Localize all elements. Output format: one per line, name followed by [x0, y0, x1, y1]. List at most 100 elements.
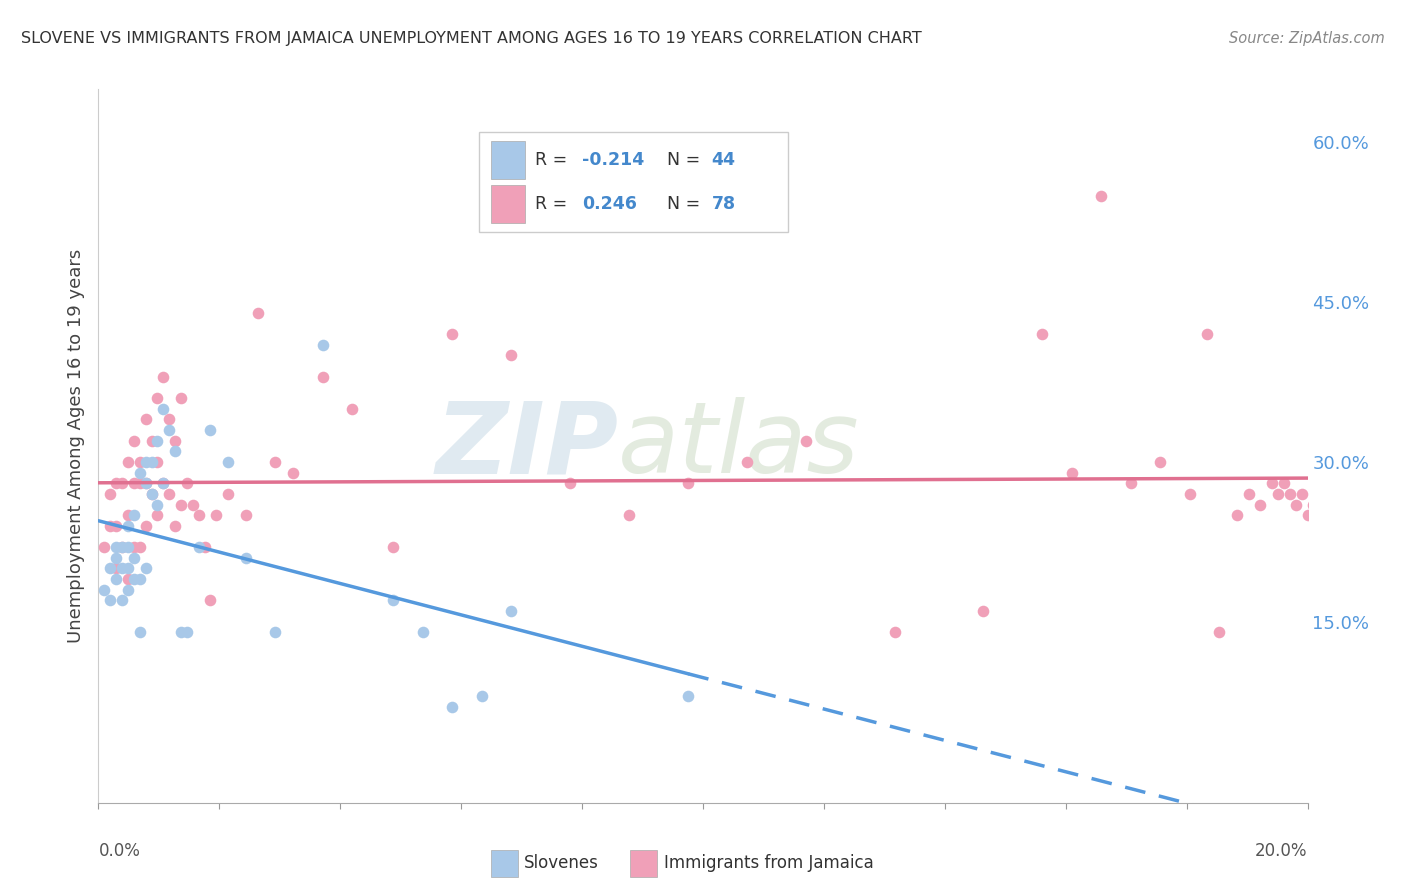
Point	[135, 412, 157, 426]
Point	[122, 550, 145, 565]
Point	[122, 508, 145, 523]
Point	[128, 540, 150, 554]
Point	[117, 519, 139, 533]
Point	[235, 550, 257, 565]
Point	[1291, 487, 1313, 501]
Text: R =: R =	[534, 151, 572, 169]
Y-axis label: Unemployment Among Ages 16 to 19 years: Unemployment Among Ages 16 to 19 years	[66, 249, 84, 643]
Point	[165, 519, 187, 533]
Point	[135, 476, 157, 491]
Point	[1320, 498, 1343, 512]
Point	[146, 434, 169, 448]
Point	[1226, 508, 1249, 523]
Point	[122, 434, 145, 448]
Point	[128, 625, 150, 640]
Point	[1308, 476, 1330, 491]
Point	[141, 455, 163, 469]
Point	[678, 690, 700, 704]
Point	[246, 306, 269, 320]
Point	[128, 466, 150, 480]
FancyBboxPatch shape	[492, 850, 517, 877]
Point	[1031, 327, 1053, 342]
Point	[187, 508, 209, 523]
Point	[117, 582, 139, 597]
Point	[1237, 487, 1260, 501]
Point	[412, 625, 434, 640]
Point	[128, 476, 150, 491]
Point	[1149, 455, 1171, 469]
Point	[111, 540, 134, 554]
Text: Immigrants from Jamaica: Immigrants from Jamaica	[664, 855, 875, 872]
Point	[165, 434, 187, 448]
Point	[117, 455, 139, 469]
Point	[1278, 487, 1301, 501]
Point	[152, 476, 174, 491]
Text: Slovenes: Slovenes	[524, 855, 599, 872]
Point	[883, 625, 905, 640]
Point	[117, 561, 139, 575]
Point	[146, 508, 169, 523]
Point	[152, 476, 174, 491]
Point	[105, 540, 128, 554]
Point	[141, 434, 163, 448]
Point	[181, 498, 204, 512]
Point	[111, 561, 134, 575]
FancyBboxPatch shape	[492, 141, 526, 179]
Point	[105, 550, 128, 565]
Point	[311, 338, 333, 352]
Point	[264, 625, 287, 640]
FancyBboxPatch shape	[492, 185, 526, 223]
Point	[200, 423, 222, 437]
Point	[128, 572, 150, 586]
Point	[1249, 498, 1271, 512]
Point	[1178, 487, 1201, 501]
Point	[122, 476, 145, 491]
Point	[264, 455, 287, 469]
Point	[311, 369, 333, 384]
Point	[972, 604, 994, 618]
FancyBboxPatch shape	[630, 850, 657, 877]
Point	[117, 508, 139, 523]
Point	[217, 455, 239, 469]
Point	[98, 519, 121, 533]
Point	[281, 466, 304, 480]
Point	[441, 327, 464, 342]
Text: R =: R =	[534, 195, 572, 213]
Point	[122, 540, 145, 554]
Point	[105, 561, 128, 575]
Text: ZIP: ZIP	[436, 398, 619, 494]
Text: 0.246: 0.246	[582, 195, 637, 213]
Point	[135, 476, 157, 491]
Point	[157, 423, 180, 437]
Point	[678, 476, 700, 491]
Point	[560, 476, 582, 491]
Point	[1261, 476, 1284, 491]
Point	[382, 540, 405, 554]
Point	[111, 540, 134, 554]
Text: SLOVENE VS IMMIGRANTS FROM JAMAICA UNEMPLOYMENT AMONG AGES 16 TO 19 YEARS CORREL: SLOVENE VS IMMIGRANTS FROM JAMAICA UNEMP…	[21, 31, 922, 46]
Point	[1119, 476, 1142, 491]
Text: 20.0%: 20.0%	[1256, 842, 1308, 860]
Point	[619, 508, 641, 523]
Point	[1302, 498, 1324, 512]
Text: -0.214: -0.214	[582, 151, 644, 169]
Point	[157, 487, 180, 501]
Point	[217, 487, 239, 501]
Text: 0.0%: 0.0%	[98, 842, 141, 860]
Point	[735, 455, 758, 469]
Point	[128, 455, 150, 469]
Point	[176, 625, 198, 640]
Point	[794, 434, 817, 448]
Point	[1197, 327, 1219, 342]
Point	[111, 476, 134, 491]
Text: N =: N =	[666, 151, 706, 169]
Point	[135, 561, 157, 575]
Point	[98, 487, 121, 501]
Point	[157, 412, 180, 426]
Point	[122, 572, 145, 586]
Point	[1090, 188, 1112, 202]
Point	[146, 455, 169, 469]
FancyBboxPatch shape	[479, 132, 787, 232]
Point	[111, 593, 134, 607]
Point	[235, 508, 257, 523]
